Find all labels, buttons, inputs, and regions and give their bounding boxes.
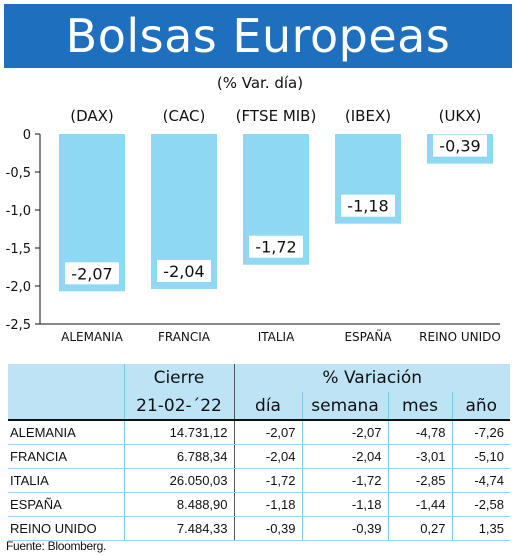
value-label: -0,39 [439,137,480,156]
y-tick-label: -1,5 [6,242,31,257]
row-cierre: 26.050,03 [123,468,234,493]
row-dia: -1,72 [233,468,302,493]
index-label: (IBEX) [345,107,391,125]
header-cierre: Cierre [123,364,234,392]
y-tick-label: -0,5 [6,166,31,181]
row-semana: -2,04 [301,444,388,469]
value-label: -1,72 [255,238,296,257]
row-mes: -3,01 [387,444,452,469]
data-table: Cierre % Variación 21-02-´22 día semana … [8,364,510,541]
row-cierre: 8.488,90 [123,492,234,517]
category-label: ESPAÑA [344,329,392,344]
y-tick-label: -2,5 [6,318,31,333]
row-dia: -2,04 [233,444,302,469]
col-ano: año [451,392,510,421]
header-variacion: % Variación [233,364,510,392]
table-corner-lower [8,392,124,421]
table-row: ITALIA 26.050,03 -1,72 -1,72 -2,85 -4,74 [8,468,510,493]
category-label: ALEMANIA [61,330,124,344]
row-mes: 0,27 [387,516,452,541]
row-cierre: 14.731,12 [123,420,234,445]
source-note: Fuente: Bloomberg. [6,539,106,553]
row-ano: -5,10 [451,444,510,469]
index-label: (CAC) [163,107,206,125]
table-row: ALEMANIA 14.731,12 -2,07 -2,07 -4,78 -7,… [8,420,510,445]
row-semana: -0,39 [301,516,388,541]
y-tick-label: 0 [23,128,31,143]
value-label-bg [65,262,119,285]
row-ano: -4,74 [451,468,510,493]
row-ano: 1,35 [451,516,510,541]
row-ano: -7,26 [451,420,510,445]
row-cierre: 7.484,33 [123,516,234,541]
row-semana: -2,07 [301,420,388,445]
index-label: (DAX) [70,107,114,125]
y-tick-label: -2,0 [6,280,31,295]
row-cierre: 6.788,34 [123,444,234,469]
col-mes: mes [387,392,452,421]
row-dia: -2,07 [233,420,302,445]
row-name: FRANCIA [8,444,124,469]
row-name: ALEMANIA [8,420,124,445]
y-tick-label: -1,0 [6,204,31,219]
value-label-bg [249,235,303,258]
value-label: -2,07 [71,264,112,283]
bar-chart: -2,07 (DAX) ALEMANIA -2,04 (CAC) FRANCIA -1,72… [6,107,501,344]
row-semana: -1,18 [301,492,388,517]
chart-title: Bolsas Europeas [4,4,512,68]
row-mes: -4,78 [387,420,452,445]
index-label: (FTSE MIB) [236,107,317,125]
row-dia: -0,39 [233,516,302,541]
table-corner [8,364,124,392]
table-row: FRANCIA 6.788,34 -2,04 -2,04 -3,01 -5,10 [8,444,510,469]
category-label: REINO UNIDO [419,330,501,344]
row-mes: -1,44 [387,492,452,517]
value-label: -2,04 [163,262,204,281]
col-semana: semana [301,392,388,421]
row-dia: -1,18 [233,492,302,517]
row-semana: -1,72 [301,468,388,493]
row-name: REINO UNIDO [8,516,124,541]
category-label: FRANCIA [158,330,211,344]
table-row: ESPAÑA 8.488,90 -1,18 -1,18 -1,44 -2,58 [8,492,510,517]
table-row: REINO UNIDO 7.484,33 -0,39 -0,39 0,27 1,… [8,516,510,541]
value-label-bg [433,134,487,157]
row-ano: -2,58 [451,492,510,517]
header-date: 21-02-´22 [123,392,234,421]
row-name: ESPAÑA [8,492,124,517]
row-name: ITALIA [8,468,124,493]
col-dia: día [233,392,302,421]
category-label: ITALIA [258,330,295,344]
chart-subtitle: (% Var. día) [216,74,304,92]
row-mes: -2,85 [387,468,452,493]
value-label: -1,18 [347,197,388,216]
value-label-bg [157,260,211,283]
value-label-bg [341,194,395,217]
index-label: (UKX) [439,107,482,125]
